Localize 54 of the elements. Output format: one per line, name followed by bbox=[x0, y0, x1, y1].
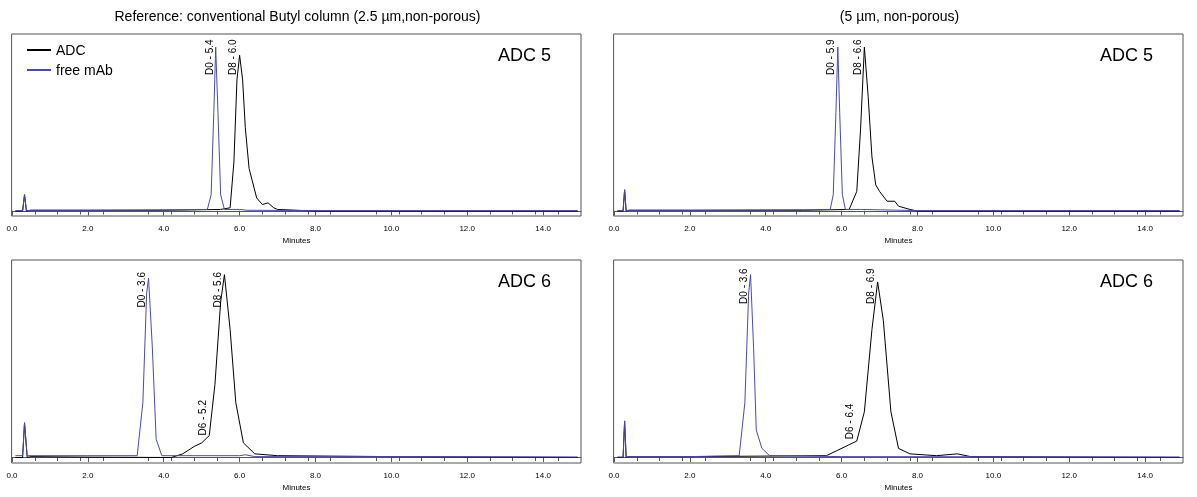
x-tick-label: 2.0 bbox=[684, 223, 696, 233]
x-axis-title: Minutes bbox=[884, 236, 913, 246]
annotation: D6 - 6.4 bbox=[844, 403, 856, 440]
annotation: ADC 5 bbox=[497, 45, 551, 65]
x-tick-label: 8.0 bbox=[911, 470, 924, 480]
x-tick-label: 8.0 bbox=[911, 223, 924, 233]
annotation: D0 - 3.6 bbox=[738, 267, 750, 304]
x-tick-label: 4.0 bbox=[760, 470, 772, 480]
annotation: ADC 5 bbox=[1099, 45, 1153, 65]
x-tick-label: 8.0 bbox=[309, 223, 322, 233]
annotation: D8 - 6.9 bbox=[865, 267, 877, 304]
x-tick-label: 6.0 bbox=[234, 470, 246, 480]
annotation: ADC 6 bbox=[497, 271, 551, 291]
x-tick-label: 6.0 bbox=[234, 223, 246, 233]
x-tick-label: 0.0 bbox=[608, 223, 621, 233]
x-axis-title: Minutes bbox=[884, 483, 913, 493]
x-tick-label: 0.0 bbox=[608, 470, 621, 480]
x-tick-label: 10.0 bbox=[985, 470, 1002, 480]
x-tick-label: 14.0 bbox=[1137, 223, 1154, 233]
x-axis-title: Minutes bbox=[282, 483, 311, 493]
chart-title: (5 µm, non-porous) bbox=[839, 8, 960, 24]
annotation: D0 - 3.6 bbox=[136, 271, 148, 308]
x-tick-label: 10.0 bbox=[383, 223, 400, 233]
legend-label: ADC bbox=[56, 42, 86, 58]
x-tick-label: 2.0 bbox=[684, 470, 696, 480]
x-tick-label: 6.0 bbox=[836, 223, 848, 233]
x-tick-label: 2.0 bbox=[82, 223, 94, 233]
x-tick-label: 10.0 bbox=[985, 223, 1002, 233]
annotation: D0 - 5.9 bbox=[825, 38, 837, 75]
annotation: D8 - 6.0 bbox=[227, 38, 239, 75]
x-tick-label: 10.0 bbox=[383, 470, 400, 480]
x-tick-label: 12.0 bbox=[459, 470, 476, 480]
x-tick-label: 8.0 bbox=[309, 470, 322, 480]
annotation: D8 - 6.6 bbox=[851, 38, 863, 75]
x-axis-title: Minutes bbox=[282, 236, 311, 246]
chart-title: Reference: conventional Butyl column (2.5 µm,non-porous) bbox=[114, 8, 481, 24]
x-tick-label: 4.0 bbox=[760, 223, 772, 233]
x-tick-label: 14.0 bbox=[1137, 470, 1154, 480]
legend-label: free mAb bbox=[56, 62, 114, 78]
x-tick-label: 14.0 bbox=[535, 470, 552, 480]
x-tick-label: 12.0 bbox=[459, 223, 476, 233]
x-tick-label: 4.0 bbox=[158, 223, 170, 233]
annotation: D8 - 5.6 bbox=[211, 271, 223, 308]
x-tick-label: 2.0 bbox=[82, 470, 94, 480]
annotation: D6 - 5.2 bbox=[196, 399, 208, 436]
x-tick-label: 12.0 bbox=[1061, 470, 1078, 480]
x-tick-label: 0.0 bbox=[6, 223, 19, 233]
x-tick-label: 4.0 bbox=[158, 470, 170, 480]
x-tick-label: 14.0 bbox=[535, 223, 552, 233]
annotation: D0 - 5.4 bbox=[204, 38, 216, 75]
x-tick-label: 12.0 bbox=[1061, 223, 1078, 233]
annotation: ADC 6 bbox=[1099, 271, 1153, 291]
x-tick-label: 6.0 bbox=[836, 470, 848, 480]
x-tick-label: 0.0 bbox=[6, 470, 19, 480]
